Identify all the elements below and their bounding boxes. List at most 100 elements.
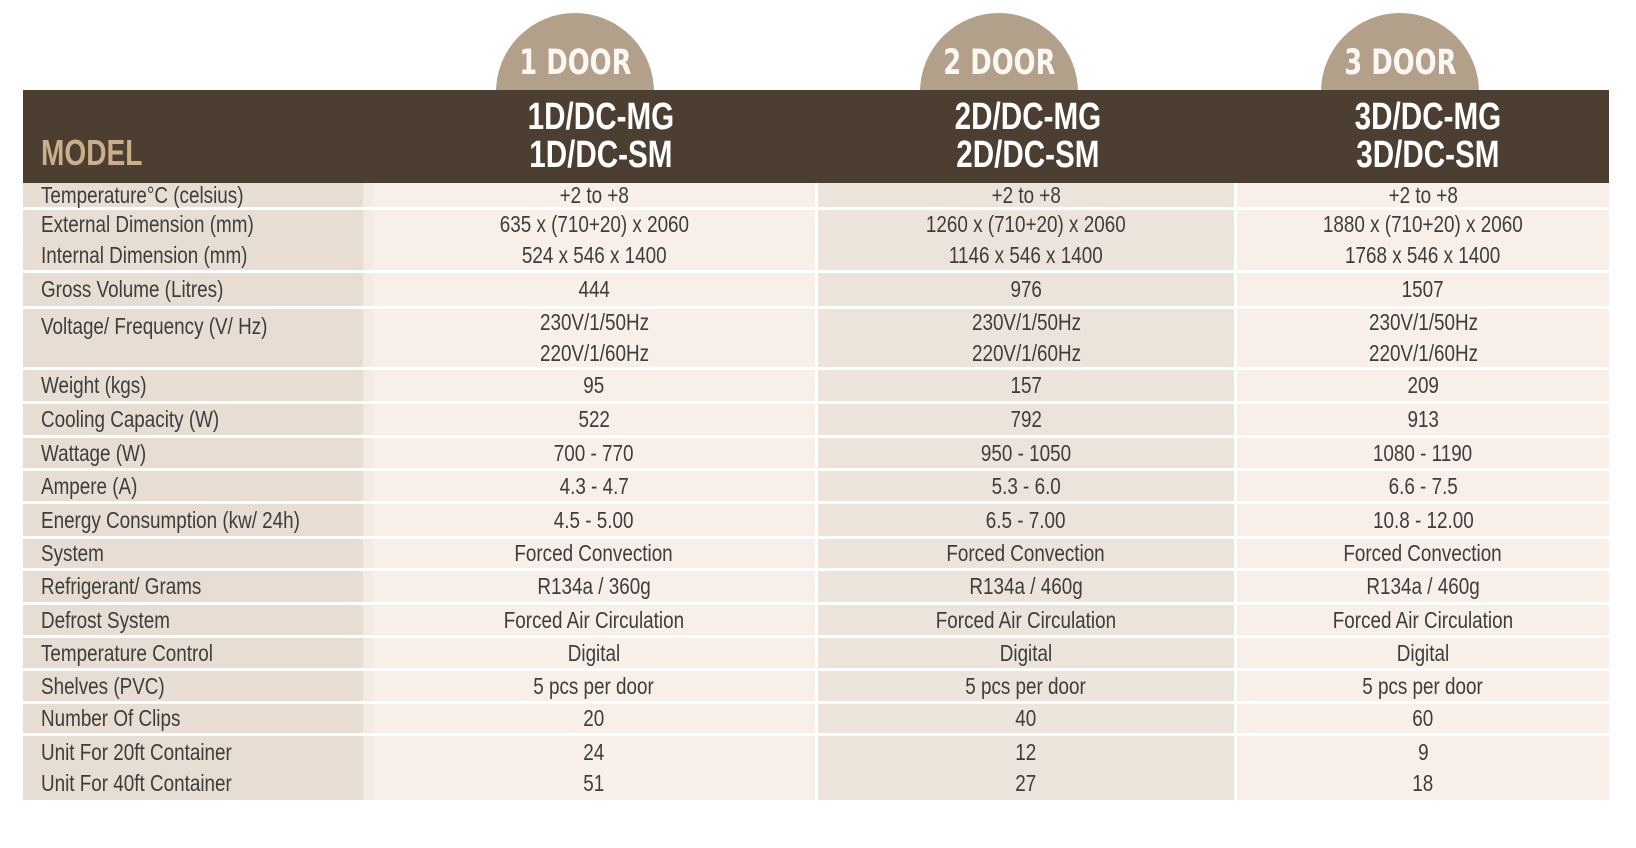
value-2-door-cell: 6.5 - 7.00	[818, 504, 1234, 536]
value-1-door: Forced Convection	[514, 540, 674, 566]
value-1-door-cell: 24 51	[373, 736, 815, 800]
value-2-door: 5.3 - 6.0	[991, 472, 1061, 499]
column-divider	[363, 309, 373, 367]
tab-2-door-label: 2 DOOR	[942, 43, 1056, 83]
row-label-cell: Temperature°C (celsius)	[23, 182, 363, 208]
value-3-door: 10.8 - 12.00	[1372, 506, 1474, 533]
value-2-door: 950 - 1050	[980, 439, 1072, 466]
value-3-door: 5 pcs per door	[1362, 672, 1484, 699]
row-label-cell: Defrost System	[23, 605, 363, 635]
value-3-door-cell: +2 to +8	[1237, 182, 1609, 208]
value-3-door: 1880 x (710+20) x 2060	[1323, 211, 1523, 237]
tab-3-door-label: 3 DOOR	[1343, 43, 1457, 83]
value-1-door: 24	[583, 739, 605, 765]
value-2-door: 1146 x 546 x 1400	[949, 242, 1103, 268]
row-label: External Dimension (mm)	[41, 211, 254, 237]
value-3-door-cell: 209	[1237, 370, 1609, 401]
value-3-door: R134a / 460g	[1366, 573, 1480, 599]
value-2-door-cell: 792	[818, 404, 1234, 435]
value-2-door: 157	[1010, 372, 1042, 398]
value-3-door-cell: Digital	[1237, 638, 1609, 668]
value-3-door-cell: 1080 - 1190	[1237, 438, 1609, 468]
value-3-door-cell: 6.6 - 7.5	[1237, 471, 1609, 501]
value-3-door-cell: 9 18	[1237, 736, 1609, 800]
value-2-door: 12	[1015, 739, 1037, 765]
row-label: Gross Volume (Litres)	[41, 276, 224, 302]
value-2-door: 220V/1/60Hz	[971, 340, 1081, 366]
value-1-door-cell: R134a / 360g	[373, 571, 815, 602]
table-row: Voltage/ Frequency (V/ Hz) 230V/1/50Hz 220…	[23, 309, 1609, 367]
column-divider	[363, 404, 373, 435]
row-label-cell: Voltage/ Frequency (V/ Hz)	[23, 309, 363, 367]
model-code: 3D/DC-SM	[1356, 134, 1500, 176]
value-3-door-cell: 1507	[1237, 273, 1609, 306]
value-2-door-cell: R134a / 460g	[818, 571, 1234, 602]
value-2-door: 40	[1015, 705, 1037, 731]
column-divider	[363, 273, 373, 306]
value-3-door: Forced Convection	[1343, 540, 1503, 566]
value-1-door-cell: 95	[373, 370, 815, 401]
row-label-cell: Unit For 20ft Container Unit For 40ft Con…	[23, 736, 363, 800]
column-divider	[363, 471, 373, 501]
row-label: Number Of Clips	[41, 705, 181, 731]
row-label-cell: Gross Volume (Litres)	[23, 273, 363, 306]
table-row: Temperature Control Digital Digital Digital	[23, 638, 1609, 668]
table-row: Refrigerant/ Grams R134a / 360g R134a / 46…	[23, 571, 1609, 602]
row-label-cell: Shelves (PVC)	[23, 671, 363, 701]
value-2-door: 6.5 - 7.00	[986, 506, 1066, 533]
model-code: 1D/DC-SM	[529, 134, 673, 176]
row-label: Defrost System	[41, 606, 170, 633]
table-row: System Forced Convection Forced Convection…	[23, 539, 1609, 568]
value-2-door-cell: 950 - 1050	[818, 438, 1234, 468]
model-name-2-door: 2D/DC-MG 2D/DC-SM	[828, 98, 1228, 174]
column-divider	[363, 605, 373, 635]
model-code: 3D/DC-MG	[1354, 96, 1502, 138]
row-label-cell: Cooling Capacity (W)	[23, 404, 363, 435]
value-3-door: 1768 x 546 x 1400	[1345, 242, 1501, 268]
value-1-door-cell: 700 - 770	[373, 438, 815, 468]
model-name-1-door: 1D/DC-MG 1D/DC-SM	[401, 98, 801, 174]
value-3-door: 913	[1407, 406, 1439, 432]
model-code: 1D/DC-MG	[527, 96, 675, 138]
value-2-door-cell: 976	[818, 273, 1234, 306]
value-2-door: 1260 x (710+20) x 2060	[926, 211, 1126, 237]
column-divider	[363, 571, 373, 602]
model-label-text: MODEL	[41, 132, 143, 173]
value-1-door-cell: 5 pcs per door	[373, 671, 815, 701]
value-2-door-cell: 12 27	[818, 736, 1234, 800]
value-1-door-cell: 4.5 - 5.00	[373, 504, 815, 536]
tab-1-door-label: 1 DOOR	[518, 43, 632, 83]
value-3-door-cell: Forced Air Circulation	[1237, 605, 1609, 635]
value-1-door: 220V/1/60Hz	[539, 340, 649, 366]
table-row: Defrost System Forced Air Circulation Forc…	[23, 605, 1609, 635]
value-1-door: 20	[583, 705, 605, 731]
value-2-door: R134a / 460g	[969, 573, 1083, 599]
value-2-door-cell: 1260 x (710+20) x 2060 1146 x 546 x 1400	[818, 210, 1234, 270]
value-1-door: 522	[578, 406, 610, 432]
value-3-door: 1507	[1402, 276, 1444, 302]
value-3-door-cell: R134a / 460g	[1237, 571, 1609, 602]
model-code: 2D/DC-SM	[956, 134, 1100, 176]
model-header: MODEL 1D/DC-MG 1D/DC-SM 2D/DC-MG 2D/DC-S…	[23, 90, 1609, 183]
row-label-cell: Energy Consumption (kw/ 24h)	[23, 504, 363, 536]
value-3-door: 220V/1/60Hz	[1368, 340, 1478, 366]
column-divider	[363, 210, 373, 270]
row-label-cell: Weight (kgs)	[23, 370, 363, 401]
column-divider	[363, 504, 373, 536]
column-divider	[363, 671, 373, 701]
value-2-door-cell: 157	[818, 370, 1234, 401]
table-row: External Dimension (mm) Internal Dimensio…	[23, 210, 1609, 270]
row-label: Unit For 40ft Container	[41, 770, 232, 796]
value-1-door: 4.5 - 5.00	[554, 506, 634, 533]
row-label-cell: External Dimension (mm) Internal Dimensio…	[23, 210, 363, 270]
table-row: Energy Consumption (kw/ 24h) 4.5 - 5.00 6.…	[23, 504, 1609, 536]
value-2-door-cell: 40	[818, 704, 1234, 733]
value-1-door: 4.3 - 4.7	[559, 472, 629, 499]
row-label: Unit For 20ft Container	[41, 739, 232, 765]
door-tabs: 1 DOOR 2 DOOR 3 DOOR	[0, 0, 1636, 103]
value-2-door-cell: 5 pcs per door	[818, 671, 1234, 701]
value-2-door: Forced Air Circulation	[935, 606, 1117, 633]
value-1-door: 700 - 770	[554, 439, 634, 466]
value-3-door-cell: 230V/1/50Hz 220V/1/60Hz	[1237, 309, 1609, 367]
value-1-door: Digital	[567, 639, 621, 666]
